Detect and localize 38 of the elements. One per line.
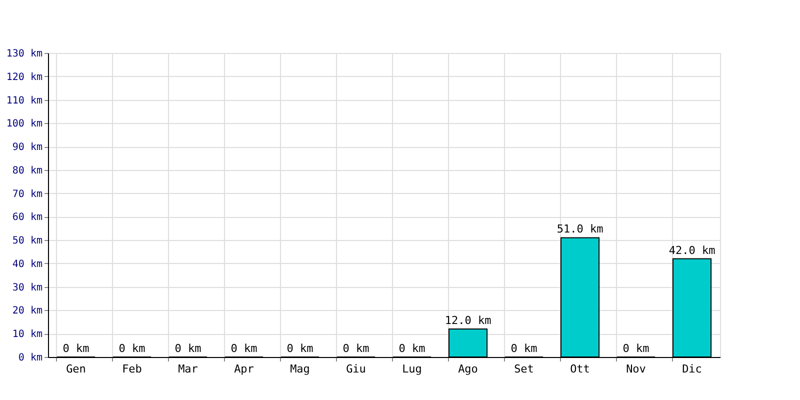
x-tick-label: Lug [402,362,422,376]
data-label: 0 km [118,342,146,355]
y-tick-label: 130 km [6,48,42,60]
x-tick-label: Set [514,362,534,376]
y-tick-label: 60 km [12,212,42,224]
x-tick-label: Dic [682,362,702,376]
data-label: 0 km [622,342,650,355]
y-tick-label: 10 km [12,329,42,340]
y-tick-label: 0 km [18,352,42,364]
x-tick-label: Nov [626,362,646,376]
data-label: 42.0 km [668,244,716,257]
x-tick-label: Giu [346,362,366,376]
y-tick-label: 110 km [6,95,42,106]
x-tick-label: Feb [122,362,142,376]
y-tick-label: 100 km [6,118,42,130]
y-tick-label: 70 km [12,188,42,200]
data-label: 0 km [174,342,202,355]
x-tick-label: Gen [66,362,86,376]
y-tick-label: 20 km [12,306,42,317]
data-label: 0 km [342,342,370,355]
y-tick-label: 90 km [12,142,42,154]
y-tick-label: 50 km [12,236,42,247]
data-label: 0 km [398,342,426,355]
y-tick-label: 80 km [12,165,42,176]
data-label: 0 km [230,342,258,355]
data-label: 0 km [286,342,314,355]
y-tick-label: 120 km [6,72,42,83]
x-tick-label: Ott [570,362,590,376]
data-label: 12.0 km [444,314,492,327]
data-label: 51.0 km [556,222,604,236]
data-label: 0 km [510,342,538,355]
x-tick-label: Mag [290,362,310,376]
y-tick-label: 30 km [12,282,42,294]
y-tick-label: 40 km [12,258,42,270]
x-tick-label: Apr [234,362,254,376]
data-label: 0 km [62,342,90,355]
x-tick-label: Ago [458,362,478,376]
x-tick-label: Mar [178,362,198,376]
